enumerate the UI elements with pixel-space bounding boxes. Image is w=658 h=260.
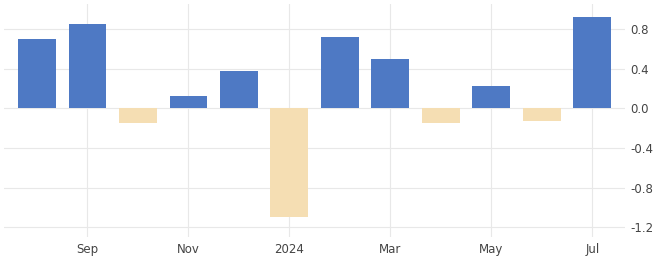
Bar (220, 71, 258, 108)
Bar (119, 108, 157, 123)
Bar (372, 59, 409, 108)
Bar (68, 24, 107, 108)
Bar (321, 37, 359, 108)
Bar (573, 17, 611, 108)
Bar (523, 108, 561, 121)
Bar (422, 108, 460, 123)
Bar (472, 87, 511, 108)
Bar (170, 96, 207, 108)
Bar (270, 108, 309, 217)
Bar (18, 39, 56, 108)
